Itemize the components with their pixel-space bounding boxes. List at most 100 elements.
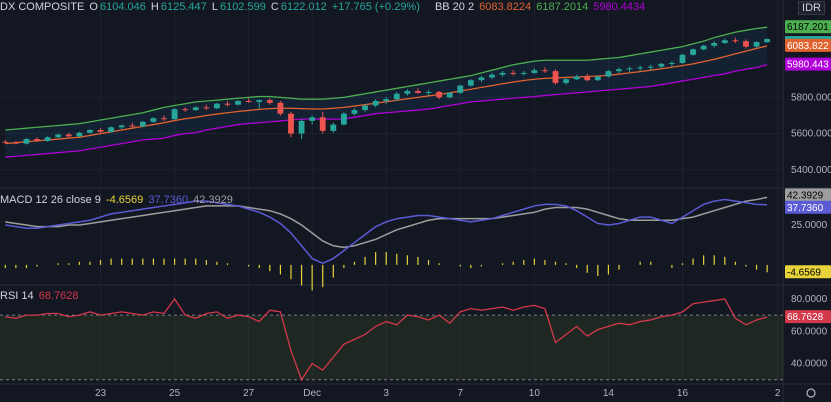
bb-basis-value: 6083.8224 xyxy=(479,1,532,13)
candle-body xyxy=(351,110,358,114)
close-label: C xyxy=(270,1,279,13)
y-tick-label: 25.0000 xyxy=(791,220,828,231)
candle-body xyxy=(171,109,178,120)
candle-body xyxy=(182,109,189,111)
low-value: 6102.599 xyxy=(219,1,266,13)
candle-body xyxy=(764,39,771,43)
candle-body xyxy=(108,127,115,132)
candle-body xyxy=(76,132,83,137)
candle-body xyxy=(150,118,157,122)
x-tick-label: 25 xyxy=(169,388,181,399)
candle-body xyxy=(700,45,707,50)
x-tick-label: 10 xyxy=(529,388,541,399)
candle-body xyxy=(2,141,9,143)
macd-signal-value: 42.3929 xyxy=(193,194,233,206)
candle-body xyxy=(129,125,136,127)
candle-body xyxy=(478,77,485,81)
x-tick-label: 27 xyxy=(243,388,255,399)
x-tick-label: 16 xyxy=(677,388,689,399)
macd-hist-value: -4.6569 xyxy=(105,194,144,206)
candle-body xyxy=(711,43,718,46)
y-tick-label: 5600.000 xyxy=(791,129,831,140)
x-tick-label: 3 xyxy=(383,388,389,399)
macd-value: 37.7360 xyxy=(148,194,189,206)
macd-signal-line xyxy=(5,196,768,249)
candle-body xyxy=(12,142,19,144)
candle-body xyxy=(594,76,601,81)
close-value: 6122.012 xyxy=(280,1,327,13)
bb-band-fill xyxy=(5,27,768,158)
y-tick-label: 5400.000 xyxy=(791,165,831,176)
candle-body xyxy=(743,41,749,47)
candle-body xyxy=(203,107,210,109)
candle-body xyxy=(256,100,263,102)
bb-lower-value: 5980.4434 xyxy=(593,1,646,13)
candle-body xyxy=(44,137,51,141)
y-tick-label: 40.0000 xyxy=(791,359,828,370)
x-tick-label: 7 xyxy=(457,388,463,399)
candle-body xyxy=(319,117,326,131)
macd-label: MACD 12 26 close 9 xyxy=(0,194,101,206)
change-value: +17.765 (+0.29%) xyxy=(331,1,420,13)
rsi-band-fill xyxy=(0,315,783,380)
gear-icon xyxy=(806,388,816,398)
price-axis-badge-label: 6083.822 xyxy=(787,41,829,52)
candle-body xyxy=(690,49,696,55)
candle-body xyxy=(668,62,675,64)
candle-body xyxy=(626,68,633,70)
high-value: 6125.447 xyxy=(160,1,207,13)
candle-body xyxy=(298,120,305,134)
candle-body xyxy=(55,134,62,138)
candle-body xyxy=(87,130,93,133)
price-axis-badge xyxy=(785,57,831,71)
candle-body xyxy=(647,66,654,68)
candle-body xyxy=(23,139,30,144)
candle-body xyxy=(584,76,591,81)
candle-body xyxy=(605,71,612,77)
open-label: O xyxy=(89,1,98,13)
candle-body xyxy=(266,100,273,103)
y-tick-label: 5800.000 xyxy=(791,92,831,103)
price-axis-badge-label: 5980.443 xyxy=(787,60,829,71)
candle-body xyxy=(637,67,644,69)
price-legend: DX COMPOSITE O 6104.046 H 6125.447 L 6102.5… xyxy=(0,1,647,13)
x-tick-label: 23 xyxy=(95,388,107,399)
candle-body xyxy=(436,91,443,98)
symbol-name: DX COMPOSITE xyxy=(0,1,85,13)
candle-body xyxy=(425,91,432,93)
bb-label: BB 20 2 xyxy=(434,1,475,13)
candle-body xyxy=(34,139,40,141)
x-tick-label: 14 xyxy=(603,388,615,399)
candle-body xyxy=(520,72,527,74)
candle-body xyxy=(362,105,368,111)
candle-body xyxy=(467,80,474,86)
candle-body xyxy=(288,113,294,134)
rsi-value: 68.7628 xyxy=(38,290,79,302)
price-axis-badge xyxy=(785,38,831,52)
macd-axis-badge xyxy=(785,265,831,279)
rsi-axis-badge-label: 68.7628 xyxy=(787,312,824,323)
candle-body xyxy=(235,101,241,105)
candle-body xyxy=(658,63,665,67)
candle-body xyxy=(616,69,622,72)
candle-body xyxy=(340,113,347,125)
candle-body xyxy=(404,91,411,94)
bb-lower-line xyxy=(5,64,768,158)
price-axis-badge-label: 6187.201 xyxy=(787,22,829,33)
low-label: L xyxy=(211,1,218,13)
rsi-label: RSI 14 xyxy=(0,290,34,302)
macd-axis-badge xyxy=(785,200,831,214)
candle-body xyxy=(542,70,548,72)
currency-selector[interactable]: IDR xyxy=(798,1,825,15)
candle-body xyxy=(372,101,379,106)
candle-body xyxy=(721,40,728,43)
macd-axis-badge-label: 42.3929 xyxy=(787,190,824,201)
candle-body xyxy=(563,79,569,83)
high-label: H xyxy=(150,1,159,13)
candle-body xyxy=(214,103,220,109)
candle-body xyxy=(224,103,231,105)
candle-body xyxy=(510,72,517,74)
candle-body xyxy=(330,124,337,131)
macd-legend: MACD 12 26 close 9 -4.6569 37.7360 42.39… xyxy=(0,194,235,206)
